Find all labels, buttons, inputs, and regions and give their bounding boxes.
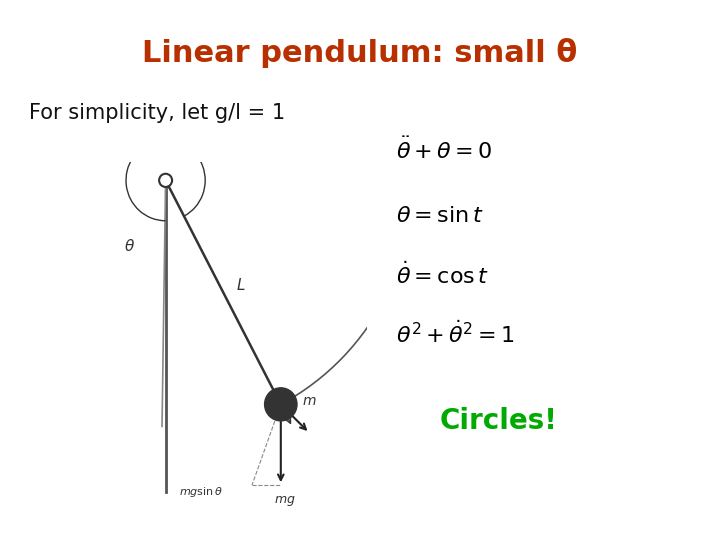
Text: $mg\sin\theta$: $mg\sin\theta$ bbox=[179, 485, 224, 499]
Text: $mg$: $mg$ bbox=[274, 494, 295, 508]
Circle shape bbox=[265, 388, 297, 421]
Text: $\theta^2+\dot{\theta}^2=1$: $\theta^2+\dot{\theta}^2=1$ bbox=[396, 321, 515, 348]
Text: $L$: $L$ bbox=[236, 277, 246, 293]
Text: $\dot{\theta}=\cos t$: $\dot{\theta}=\cos t$ bbox=[396, 262, 490, 289]
Text: Linear pendulum: small θ: Linear pendulum: small θ bbox=[143, 38, 577, 68]
Text: $m$: $m$ bbox=[302, 394, 317, 408]
Text: For simplicity, let g/l = 1: For simplicity, let g/l = 1 bbox=[29, 103, 285, 123]
Text: Circles!: Circles! bbox=[439, 407, 557, 435]
Circle shape bbox=[159, 174, 172, 187]
Text: $\theta=\sin t$: $\theta=\sin t$ bbox=[396, 205, 484, 227]
Text: $\theta$: $\theta$ bbox=[124, 239, 135, 254]
Text: $\ddot{\theta}+\theta=0$: $\ddot{\theta}+\theta=0$ bbox=[396, 138, 492, 164]
